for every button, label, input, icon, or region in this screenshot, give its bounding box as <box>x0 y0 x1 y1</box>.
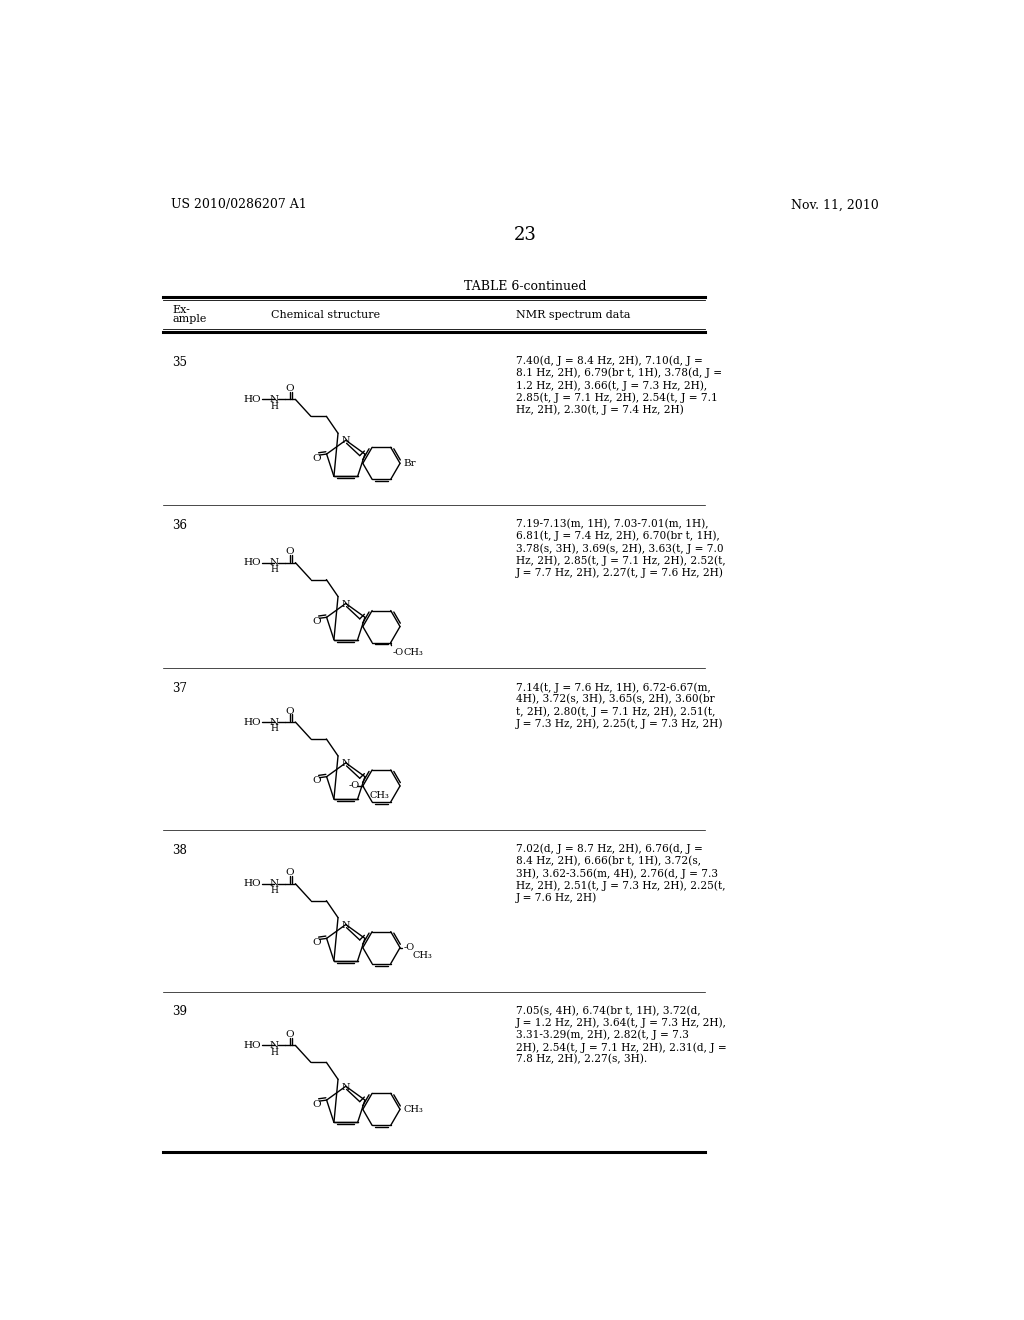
Text: 7.02(d, J = 8.7 Hz, 2H), 6.76(d, J =
8.4 Hz, 2H), 6.66(br t, 1H), 3.72(s,
3H), 3: 7.02(d, J = 8.7 Hz, 2H), 6.76(d, J = 8.4… <box>515 843 725 903</box>
Text: -O: -O <box>348 781 359 791</box>
Text: 38: 38 <box>172 843 187 857</box>
Text: ample: ample <box>172 314 207 323</box>
Text: N: N <box>342 437 350 445</box>
Text: CH₃: CH₃ <box>403 1105 423 1114</box>
Text: -O: -O <box>403 944 415 952</box>
Text: Br: Br <box>403 459 416 467</box>
Text: O: O <box>286 1030 294 1039</box>
Text: HO: HO <box>244 879 261 888</box>
Text: NMR spectrum data: NMR spectrum data <box>515 310 630 319</box>
Text: 7.05(s, 4H), 6.74(br t, 1H), 3.72(d,
J = 1.2 Hz, 2H), 3.64(t, J = 7.3 Hz, 2H),
3: 7.05(s, 4H), 6.74(br t, 1H), 3.72(d, J =… <box>515 1006 726 1065</box>
Text: Nov. 11, 2010: Nov. 11, 2010 <box>792 198 879 211</box>
Text: HO: HO <box>244 1041 261 1049</box>
Text: 39: 39 <box>172 1006 187 1019</box>
Text: CH₃: CH₃ <box>403 648 423 657</box>
Text: H: H <box>270 886 279 895</box>
Text: HO: HO <box>244 718 261 726</box>
Text: N: N <box>270 1041 279 1049</box>
Text: 7.19-7.13(m, 1H), 7.03-7.01(m, 1H),
6.81(t, J = 7.4 Hz, 2H), 6.70(br t, 1H),
3.7: 7.19-7.13(m, 1H), 7.03-7.01(m, 1H), 6.81… <box>515 519 725 578</box>
Text: 36: 36 <box>172 519 187 532</box>
Text: O: O <box>286 869 294 878</box>
Text: H: H <box>270 725 279 734</box>
Text: O: O <box>312 616 321 626</box>
Text: 37: 37 <box>172 682 187 696</box>
Text: CH₃: CH₃ <box>413 952 432 961</box>
Text: HO: HO <box>244 558 261 568</box>
Text: O: O <box>312 939 321 946</box>
Text: N: N <box>342 759 350 768</box>
Text: -O: -O <box>392 648 403 657</box>
Text: 7.14(t, J = 7.6 Hz, 1H), 6.72-6.67(m,
4H), 3.72(s, 3H), 3.65(s, 2H), 3.60(br
t, : 7.14(t, J = 7.6 Hz, 1H), 6.72-6.67(m, 4H… <box>515 682 723 729</box>
Text: H: H <box>270 1048 279 1057</box>
Text: Chemical structure: Chemical structure <box>271 310 380 319</box>
Text: O: O <box>286 384 294 393</box>
Text: N: N <box>270 718 279 726</box>
Text: HO: HO <box>244 395 261 404</box>
Text: H: H <box>270 565 279 574</box>
Text: TABLE 6-continued: TABLE 6-continued <box>464 280 586 293</box>
Text: H: H <box>270 401 279 411</box>
Text: N: N <box>342 1082 350 1092</box>
Text: O: O <box>312 1100 321 1109</box>
Text: CH₃: CH₃ <box>370 792 390 800</box>
Text: O: O <box>286 548 294 556</box>
Text: US 2010/0286207 A1: US 2010/0286207 A1 <box>171 198 306 211</box>
Text: O: O <box>312 776 321 785</box>
Text: 35: 35 <box>172 355 187 368</box>
Text: N: N <box>270 558 279 568</box>
Text: N: N <box>270 879 279 888</box>
Text: N: N <box>342 599 350 609</box>
Text: N: N <box>270 395 279 404</box>
Text: N: N <box>342 921 350 929</box>
Text: 7.40(d, J = 8.4 Hz, 2H), 7.10(d, J =
8.1 Hz, 2H), 6.79(br t, 1H), 3.78(d, J =
1.: 7.40(d, J = 8.4 Hz, 2H), 7.10(d, J = 8.1… <box>515 355 722 416</box>
Text: O: O <box>312 454 321 462</box>
Text: O: O <box>286 706 294 715</box>
Text: 23: 23 <box>513 226 537 244</box>
Text: Ex-: Ex- <box>172 305 190 314</box>
